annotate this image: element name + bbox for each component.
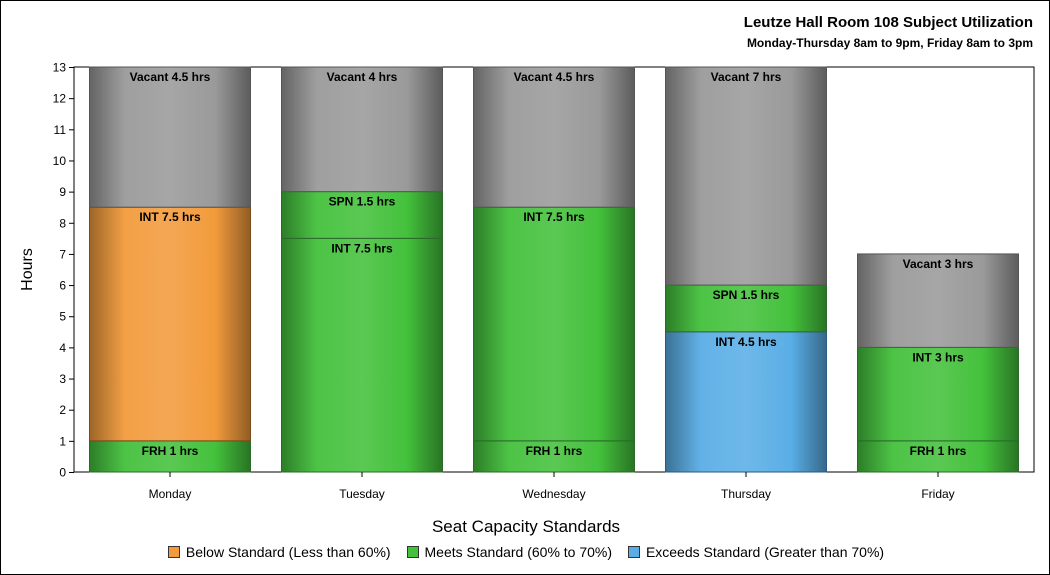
legend-item-meets: Meets Standard (60% to 70%) xyxy=(406,544,613,560)
y-tick-label: 4 xyxy=(59,341,66,355)
bar-segment xyxy=(473,206,635,442)
bar-segment xyxy=(857,346,1019,442)
chart-title: Leutze Hall Room 108 Subject Utilization xyxy=(743,14,1033,31)
bar-segment-label: INT 3 hrs xyxy=(912,350,964,364)
y-tick-label: 0 xyxy=(59,466,66,480)
y-axis-label: Hours xyxy=(19,248,36,291)
y-tick-label: 11 xyxy=(54,123,67,137)
y-tick-label: 9 xyxy=(59,185,66,199)
y-tick-label: 12 xyxy=(53,92,67,106)
x-tick-label: Wednesday xyxy=(522,487,585,501)
legend-item-below: Below Standard (Less than 60%) xyxy=(167,544,391,560)
legend: Below Standard (Less than 60%) Meets Sta… xyxy=(1,544,1050,561)
bar-segment-label: FRH 1 hrs xyxy=(526,444,583,458)
legend-label-exceeds: Exceeds Standard (Greater than 70%) xyxy=(645,544,885,560)
legend-swatch-meets xyxy=(406,546,419,558)
bar-segment-label: Vacant 3 hrs xyxy=(903,257,974,271)
x-tick-label: Thursday xyxy=(721,487,771,501)
bar-segment-label: Vacant 4.5 hrs xyxy=(130,70,211,84)
x-tick-label: Tuesday xyxy=(339,487,385,501)
y-tick-label: 7 xyxy=(59,247,66,261)
bar-segment xyxy=(281,191,443,239)
bar-segment-label: INT 4.5 hrs xyxy=(715,335,777,349)
y-tick-label: 10 xyxy=(53,154,67,168)
y-tick-label: 13 xyxy=(53,61,67,75)
bar-segment xyxy=(857,440,1019,473)
bar-segment xyxy=(281,66,443,193)
bar-segment xyxy=(89,206,251,442)
bar-segment xyxy=(473,66,635,208)
legend-item-exceeds: Exceeds Standard (Greater than 70%) xyxy=(627,544,885,560)
y-tick-label: 6 xyxy=(59,279,66,293)
bar-segment-label: INT 7.5 hrs xyxy=(139,210,201,224)
bar-segment-label: INT 7.5 hrs xyxy=(331,241,393,255)
y-tick-label: 5 xyxy=(59,310,66,324)
y-tick-label: 1 xyxy=(59,434,66,448)
bar-segment-label: Vacant 7 hrs xyxy=(711,70,782,84)
bar-segment xyxy=(281,237,443,473)
bar-segment-label: FRH 1 hrs xyxy=(142,444,199,458)
bar-segment-label: SPN 1.5 hrs xyxy=(713,288,780,302)
chart-subtitle: Monday-Thursday 8am to 9pm, Friday 8am t… xyxy=(746,36,1033,50)
bar-segment xyxy=(665,331,827,473)
y-tick-label: 8 xyxy=(59,216,66,230)
y-tick-label: 2 xyxy=(59,403,66,417)
bar-segment xyxy=(89,66,251,208)
bar-segment xyxy=(665,284,827,333)
bar-segment-label: Vacant 4.5 hrs xyxy=(514,70,595,84)
bar-segment-label: Vacant 4 hrs xyxy=(327,70,398,84)
bar-segment-label: INT 7.5 hrs xyxy=(523,210,585,224)
legend-swatch-below xyxy=(167,546,180,558)
x-tick-label: Friday xyxy=(921,487,954,501)
bar-segment xyxy=(857,253,1019,348)
bar-segment-label: SPN 1.5 hrs xyxy=(329,195,396,209)
legend-label-below: Below Standard (Less than 60%) xyxy=(185,544,391,560)
legend-swatch-exceeds xyxy=(627,546,640,558)
legend-label-meets: Meets Standard (60% to 70%) xyxy=(424,544,613,560)
legend-title: Seat Capacity Standards xyxy=(431,517,621,536)
x-tick-label: Monday xyxy=(149,487,192,501)
y-tick-label: 3 xyxy=(59,372,66,386)
bar-segment xyxy=(665,66,827,286)
bar-segment-label: FRH 1 hrs xyxy=(910,444,967,458)
